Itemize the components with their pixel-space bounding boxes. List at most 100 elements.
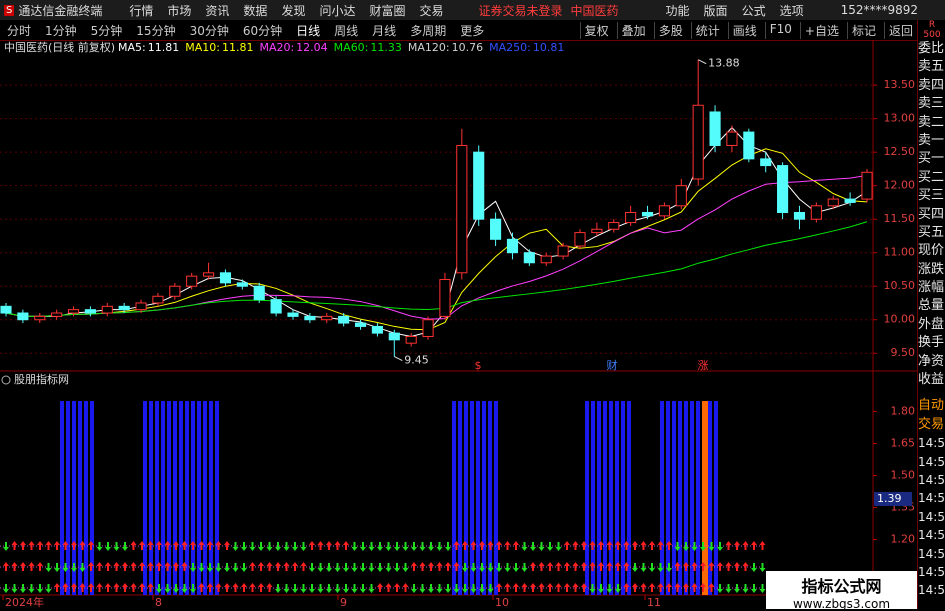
- signal-bar: [702, 401, 708, 595]
- period-button[interactable]: 周线: [334, 23, 359, 38]
- action-button[interactable]: 多股: [653, 21, 683, 39]
- signal-bar: [66, 401, 70, 595]
- period-button[interactable]: 5分钟: [90, 23, 123, 38]
- down-arrow: [394, 542, 400, 551]
- up-arrow: [751, 541, 757, 550]
- quote-label: 外盘: [918, 316, 945, 332]
- ma-value: 10.81: [533, 41, 565, 54]
- menu-item[interactable]: 行情: [129, 3, 154, 18]
- annotation-pointer: [394, 356, 403, 362]
- action-button[interactable]: 返回: [883, 21, 913, 39]
- candle-body: [557, 245, 569, 257]
- down-arrow: [751, 584, 757, 593]
- signal-bar: [143, 401, 147, 595]
- down-arrow: [20, 584, 26, 593]
- up-arrow: [317, 541, 324, 550]
- menu-item[interactable]: 交易: [419, 3, 444, 18]
- down-arrow: [521, 563, 528, 572]
- period-button[interactable]: 日线: [296, 23, 321, 38]
- up-arrow: [504, 583, 511, 592]
- tool-item[interactable]: 公式: [741, 3, 766, 18]
- period-button[interactable]: 月线: [372, 23, 397, 38]
- candle-body: [101, 305, 113, 314]
- menu-item[interactable]: 数据: [243, 3, 268, 18]
- quote-label: 买四: [918, 206, 945, 222]
- down-arrow: [402, 563, 409, 572]
- period-button[interactable]: 分时: [7, 23, 32, 38]
- candle-body: [287, 312, 299, 317]
- signal-bar: [78, 401, 82, 595]
- up-arrow: [547, 583, 553, 592]
- down-arrow: [96, 542, 103, 551]
- up-arrow: [139, 562, 145, 571]
- signal-bar: [90, 401, 94, 595]
- tool-item[interactable]: 版面: [703, 3, 728, 18]
- signal-bar: [197, 401, 201, 595]
- current-value: 1.39: [877, 492, 902, 505]
- menu-item[interactable]: 市场: [167, 3, 192, 18]
- signal-bar: [476, 401, 480, 595]
- period-button[interactable]: 多周期: [410, 23, 447, 38]
- up-arrow: [538, 583, 545, 592]
- action-button[interactable]: 叠加: [616, 21, 646, 39]
- signal-bar: [609, 401, 613, 595]
- menu-item[interactable]: 资讯: [205, 3, 230, 18]
- up-arrow: [504, 541, 511, 550]
- action-button[interactable]: 统计: [690, 21, 720, 39]
- candle-body: [0, 305, 12, 314]
- menu-item[interactable]: 财富圈: [369, 3, 406, 18]
- period-button[interactable]: 60分钟: [242, 23, 283, 38]
- up-arrow: [487, 541, 494, 550]
- down-arrow: [334, 563, 341, 572]
- up-arrow: [224, 541, 230, 550]
- action-button[interactable]: 画线: [727, 21, 757, 39]
- quote-label: 委比: [918, 41, 945, 56]
- trade-time: 14:56: [918, 564, 945, 579]
- period-button[interactable]: 更多: [460, 23, 485, 38]
- up-arrow: [700, 562, 706, 571]
- ma-name: MA20:: [259, 41, 294, 54]
- up-arrow: [691, 562, 698, 571]
- candle-body: [810, 205, 822, 220]
- up-arrow: [589, 562, 596, 571]
- up-arrow: [79, 541, 86, 550]
- down-arrow: [436, 542, 443, 551]
- up-arrow: [54, 583, 60, 592]
- up-arrow: [479, 541, 485, 550]
- action-button[interactable]: 复权: [579, 21, 609, 39]
- period-button[interactable]: 15分钟: [136, 23, 176, 38]
- action-button[interactable]: 标记: [846, 21, 876, 39]
- down-arrow: [734, 584, 740, 593]
- signal-bar: [203, 401, 207, 595]
- down-arrow: [326, 584, 332, 593]
- candle-body: [490, 218, 502, 240]
- period-button[interactable]: 1分钟: [45, 23, 77, 38]
- candle-body: [844, 198, 856, 203]
- signal-bar: [494, 401, 498, 595]
- action-button[interactable]: +自选: [799, 21, 839, 39]
- tool-item[interactable]: 选项: [779, 3, 804, 18]
- trade-time: 14:56: [918, 472, 945, 487]
- signal-bar: [215, 401, 219, 595]
- x-tick-label: 2024年: [5, 595, 44, 609]
- down-arrow: [445, 584, 451, 593]
- menu-item[interactable]: 发现: [281, 3, 306, 18]
- candle-body: [405, 335, 417, 344]
- action-button[interactable]: F10: [764, 21, 792, 39]
- up-arrow: [130, 583, 137, 592]
- up-arrow: [700, 583, 706, 592]
- candle-body: [371, 325, 383, 334]
- down-arrow: [309, 563, 315, 572]
- down-arrow: [725, 584, 732, 593]
- down-arrow: [71, 563, 77, 572]
- up-arrow: [79, 583, 86, 592]
- down-arrow: [105, 542, 111, 551]
- menu-item[interactable]: 问小达: [319, 3, 356, 18]
- ma-value: 10.76: [452, 41, 484, 54]
- up-arrow: [394, 583, 400, 592]
- up-arrow: [62, 541, 69, 550]
- y-tick-label: 11.50: [884, 212, 916, 225]
- period-button[interactable]: 30分钟: [189, 23, 229, 38]
- candle-body: [777, 165, 789, 213]
- tool-item[interactable]: 功能: [665, 3, 690, 18]
